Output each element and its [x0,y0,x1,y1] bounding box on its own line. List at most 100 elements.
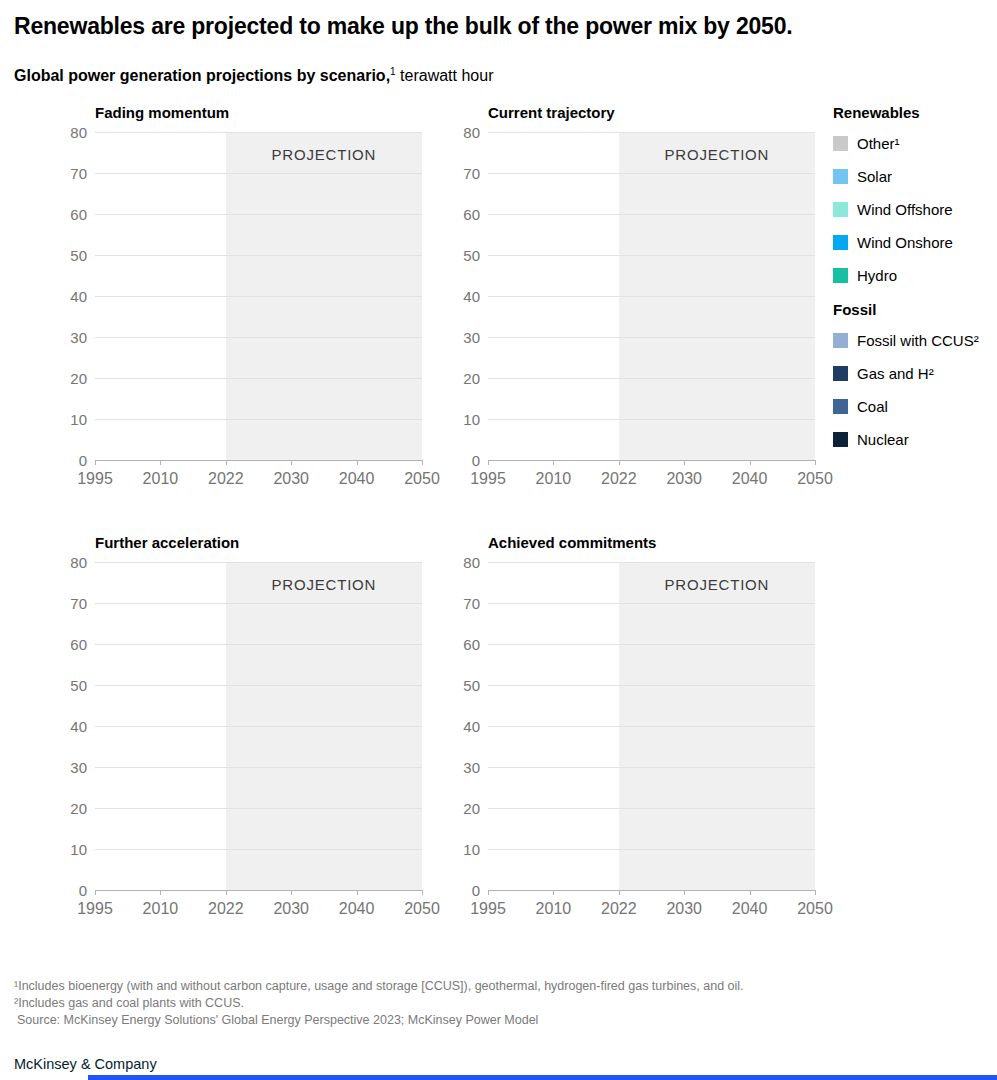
footnote-1: ¹Includes bioenergy (with and without ca… [14,978,983,995]
y-axis-tick-label: 80 [442,555,480,570]
legend-item-label: Fossil with CCUS² [857,333,979,348]
gridline [488,337,815,338]
chart-panel: Achieved commitments PROJECTION 01020304… [453,534,815,925]
x-axis-tickmark [488,460,489,465]
legend-item-label: Hydro [857,268,897,283]
gridline [95,378,422,379]
gridline [488,419,815,420]
legend-item-label: Coal [857,399,888,414]
legend-item: Hydro [833,268,997,283]
gridline [488,808,815,809]
x-axis-tickmark [684,460,685,465]
chart-panel-title: Current trajectory [488,104,815,122]
x-axis-tickmark [422,890,423,895]
y-axis-tick-label: 0 [442,453,480,468]
x-axis-tick-label: 2010 [536,900,572,918]
legend-item-label: Solar [857,169,892,184]
x-axis-tick-label: 2040 [732,470,768,488]
gridline [95,808,422,809]
x-axis-tick-label: 1995 [77,470,113,488]
gridline [95,173,422,174]
legend-item-label: Gas and H² [857,366,934,381]
legend-swatch [833,202,848,217]
y-axis-tick-label: 60 [442,207,480,222]
gridline [95,849,422,850]
projection-label: PROJECTION [619,576,815,593]
y-axis-tick-label: 30 [442,330,480,345]
gridline [95,562,422,563]
y-axis-tick-label: 80 [442,125,480,140]
x-axis-tick-label: 2040 [339,900,375,918]
x-axis-tickmark [815,890,816,895]
y-axis-tick-label: 70 [442,596,480,611]
legend-swatch [833,136,848,151]
y-axis-tick-label: 40 [49,289,87,304]
y-axis-tick-label: 20 [49,371,87,386]
y-axis-tick-label: 30 [49,760,87,775]
x-axis-tick-label: 1995 [77,900,113,918]
x-axis-tickmark [684,890,685,895]
gridline [95,132,422,133]
projection-label: PROJECTION [619,146,815,163]
x-axis-tick-label: 2010 [536,470,572,488]
x-axis-tickmark [357,890,358,895]
y-axis-tick-label: 20 [442,801,480,816]
legend-swatch [833,333,848,348]
chart-panel: Fading momentum PROJECTION 0102030405060… [60,104,422,495]
gridline [488,767,815,768]
y-axis-tick-label: 10 [49,412,87,427]
y-axis-tick-label: 70 [442,166,480,181]
x-axis-tick-label: 2050 [404,470,440,488]
y-axis-tick-label: 60 [49,637,87,652]
subtitle-bold-text: Global power generation projections by s… [14,67,390,84]
gridline [488,849,815,850]
gridline [488,685,815,686]
x-axis-tickmark [291,890,292,895]
footnote-2: ²Includes gas and coal plants with CCUS. [14,995,983,1012]
x-axis-tickmark [619,890,620,895]
legend-group: RenewablesOther¹SolarWind OffshoreWind O… [833,104,997,283]
x-axis-tick-label: 2022 [208,470,244,488]
y-axis-tick-label: 10 [442,412,480,427]
x-axis-tickmark [750,460,751,465]
gridline [95,644,422,645]
projection-label: PROJECTION [226,146,422,163]
x-axis-tickmark [422,460,423,465]
y-axis-tick-label: 40 [442,289,480,304]
gridline [95,337,422,338]
legend-group-title: Renewables [833,104,997,122]
plot-area: PROJECTION 01020304050607080199520102022… [95,562,422,891]
chart-panel-title: Further acceleration [95,534,422,552]
x-axis-tickmark [357,460,358,465]
x-axis-tick-label: 2022 [601,470,637,488]
x-axis-tick-label: 1995 [470,470,506,488]
chart-panel: Current trajectory PROJECTION 0102030405… [453,104,815,495]
x-axis-tick-label: 2040 [732,900,768,918]
y-axis-tick-label: 40 [442,719,480,734]
gridline [95,726,422,727]
legend-item: Wind Offshore [833,202,997,217]
legend-swatch [833,432,848,447]
x-axis-tickmark [553,890,554,895]
x-axis-tick-label: 1995 [470,900,506,918]
gridline [488,378,815,379]
legend-group: FossilFossil with CCUS²Gas and H²CoalNuc… [833,301,997,447]
x-axis-tick-label: 2030 [666,900,702,918]
x-axis-tickmark [95,890,96,895]
mckinsey-company-wordmark: McKinsey & Company [14,1056,983,1073]
legend-swatch [833,366,848,381]
y-axis-tick-label: 20 [49,801,87,816]
x-axis-tick-label: 2050 [797,470,833,488]
page-title: Renewables are projected to make up the … [14,12,983,40]
chart-subtitle: Global power generation projections by s… [14,66,983,85]
gridline [95,419,422,420]
x-axis-tick-label: 2040 [339,470,375,488]
x-axis-tick-label: 2022 [601,900,637,918]
x-axis-tick-label: 2010 [143,900,179,918]
y-axis-tick-label: 70 [49,596,87,611]
legend-swatch [833,235,848,250]
legend-swatch [833,399,848,414]
x-axis-tickmark [160,890,161,895]
y-axis-tick-label: 50 [442,678,480,693]
legend-item-label: Wind Onshore [857,235,953,250]
